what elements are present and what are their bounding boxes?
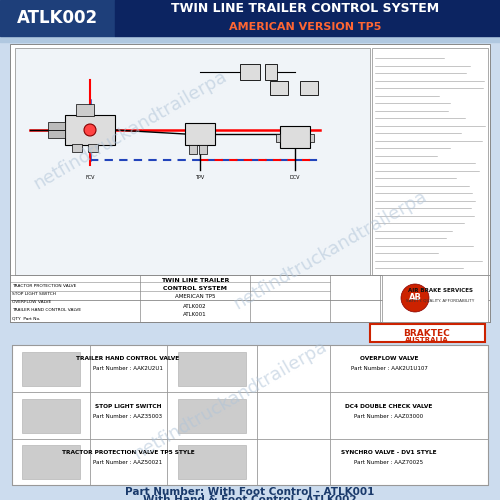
Circle shape [401,284,429,312]
Text: AMERICAN VERSION TP5: AMERICAN VERSION TP5 [229,22,381,32]
Text: TRAILER HAND CONTROL VALVE: TRAILER HAND CONTROL VALVE [12,308,81,312]
Text: STOP LIGHT SWITCH: STOP LIGHT SWITCH [12,292,56,296]
Bar [22,352,80,386]
Text: QTY  Part No.: QTY Part No. [12,316,40,320]
Bar [276,134,280,142]
Bar [178,352,246,386]
Bar [382,275,488,322]
Text: DCV: DCV [290,175,300,180]
Text: AUSTRALIA: AUSTRALIA [405,337,449,343]
Text: TWIN LINE TRAILER CONTROL SYSTEM: TWIN LINE TRAILER CONTROL SYSTEM [171,2,439,16]
Bar [48,122,65,130]
Text: STOP LIGHT SWITCH: STOP LIGHT SWITCH [95,404,161,408]
Text: Part Number : AAK2U1U107: Part Number : AAK2U1U107 [350,366,428,372]
Text: FCV: FCV [85,175,95,180]
Text: ATLK002: ATLK002 [16,9,98,27]
Text: TPV: TPV [196,175,204,180]
Bar [88,144,98,152]
Bar [280,126,310,148]
Text: netfindtruckandtrailerpa: netfindtruckandtrailerpa [230,187,430,313]
Circle shape [84,124,96,136]
Bar [12,345,488,485]
Bar [178,399,246,433]
Bar [240,64,260,80]
Text: OVERFLOW VALVE: OVERFLOW VALVE [360,356,418,362]
Text: netfindtruckandtrailerpa: netfindtruckandtrailerpa [130,337,330,463]
Bar [372,48,488,275]
Text: AIR BRAKE SERVICES: AIR BRAKE SERVICES [408,288,472,292]
Text: BRAKTEC: BRAKTEC [404,328,450,338]
Bar [0,36,500,42]
Bar [270,81,288,95]
Text: SAFETY. QUALITY. AFFORDABILITY: SAFETY. QUALITY. AFFORDABILITY [406,298,474,302]
Bar [76,104,94,116]
Bar [370,324,485,342]
Bar [65,115,115,145]
Bar [115,0,500,36]
Text: Part Number : AAZ35003: Part Number : AAZ35003 [94,414,162,418]
Text: Part Number : AAZ03000: Part Number : AAZ03000 [354,414,424,418]
Bar [265,64,277,80]
Text: netfindtruckandtrailerpa: netfindtruckandtrailerpa [30,67,230,193]
Text: Part Number : AAZ70025: Part Number : AAZ70025 [354,460,424,464]
Text: AB: AB [408,294,422,302]
Text: DC4 DOUBLE CHECK VALVE: DC4 DOUBLE CHECK VALVE [346,404,432,408]
Bar [10,44,490,322]
Text: Part Number : AAZ50021: Part Number : AAZ50021 [94,460,162,464]
Bar [300,81,318,95]
Text: CONTROL SYSTEM: CONTROL SYSTEM [163,286,227,292]
Text: TRAILER HAND CONTROL VALVE: TRAILER HAND CONTROL VALVE [76,356,180,362]
Text: TRACTOR PROTECTION VALVE: TRACTOR PROTECTION VALVE [12,284,76,288]
Text: TRACTOR PROTECTION VALVE TP5 STYLE: TRACTOR PROTECTION VALVE TP5 STYLE [62,450,194,454]
Bar [15,48,370,275]
Bar [199,145,207,154]
Text: ATLK002: ATLK002 [183,304,207,308]
Text: ATLK001: ATLK001 [183,312,207,316]
Bar [178,445,246,479]
Text: Part Number : AAK2U2U1: Part Number : AAK2U2U1 [93,366,163,372]
Bar [0,0,115,36]
Bar [22,445,80,479]
Bar [48,130,65,138]
Text: AMERICAN TP5: AMERICAN TP5 [175,294,215,300]
Bar [72,144,82,152]
Bar [189,145,197,154]
Text: OVERFLOW VALVE: OVERFLOW VALVE [12,300,51,304]
Text: Part Number: With Foot Control - ATLK001: Part Number: With Foot Control - ATLK001 [126,487,374,497]
Bar [185,123,215,145]
Bar [310,134,314,142]
Text: SYNCHRO VALVE - DV1 STYLE: SYNCHRO VALVE - DV1 STYLE [341,450,437,454]
Text: TWIN LINE TRAILER: TWIN LINE TRAILER [161,278,229,283]
Text: With Hand & Foot Control - ATLK002: With Hand & Foot Control - ATLK002 [143,495,357,500]
Bar [22,399,80,433]
